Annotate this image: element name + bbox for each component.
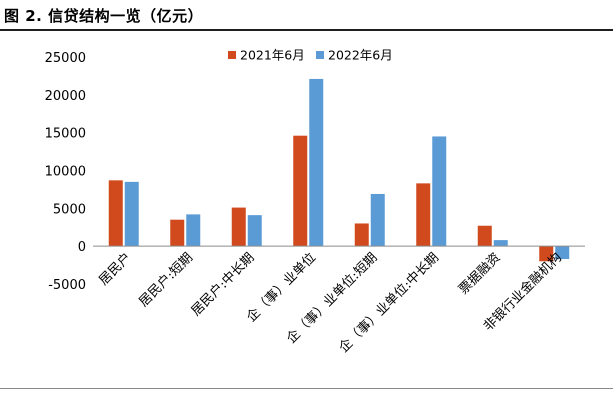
figure-title: 图 2. 信贷结构一览（亿元）: [4, 7, 204, 25]
bar-2022-2: [247, 215, 262, 247]
y-tick-label: 10000: [45, 165, 86, 180]
bar-2022-0: [124, 181, 139, 247]
x-tick-label: 居民户:中长期: [188, 250, 258, 320]
bar-2022-6: [493, 240, 508, 247]
legend-swatch: [228, 51, 236, 59]
legend-label: 2022年6月: [328, 48, 393, 63]
y-tick-label: 0: [78, 240, 86, 255]
y-tick-label: -5000: [48, 278, 86, 293]
bar-2021-1: [170, 219, 185, 247]
x-tick-label: 居民户: [96, 250, 135, 289]
x-axis: 居民户 居民户:短期居民户:中长期企（事）业单位企（事）业单位:短期企（事）业单位…: [96, 250, 565, 356]
legend-label: 2021年6月: [240, 48, 305, 63]
bar-2022-1: [186, 214, 201, 247]
y-tick-label: 20000: [45, 89, 86, 104]
bar-2022-5: [432, 136, 447, 247]
x-tick-label: 票据融资: [456, 250, 503, 297]
bars-group: [108, 78, 570, 262]
x-tick-label: 企（事）业单位:中长期: [336, 250, 442, 356]
bar-2022-7: [555, 246, 570, 260]
y-tick-label: 25000: [45, 51, 86, 66]
y-tick-label: 15000: [45, 127, 86, 142]
bar-2021-4: [354, 223, 369, 247]
title-rule: [0, 29, 613, 31]
legend: 2021年6月 2022年6月: [228, 48, 393, 63]
bar-2022-3: [309, 78, 324, 247]
y-tick-label: 5000: [53, 202, 86, 217]
legend-swatch: [316, 51, 324, 59]
bar-2021-3: [293, 135, 308, 247]
bar-2021-0: [108, 180, 123, 247]
bar-2021-6: [477, 225, 492, 247]
x-tick-label: 居民户:短期: [136, 250, 196, 310]
y-axis: -5000 0 5000 10000 15000 20000 25000: [45, 51, 86, 293]
bar-2021-2: [231, 207, 246, 247]
bottom-rule: [0, 388, 613, 389]
bar-2021-7: [539, 246, 554, 262]
bar-2022-4: [370, 193, 385, 247]
bar-2021-5: [416, 183, 431, 247]
